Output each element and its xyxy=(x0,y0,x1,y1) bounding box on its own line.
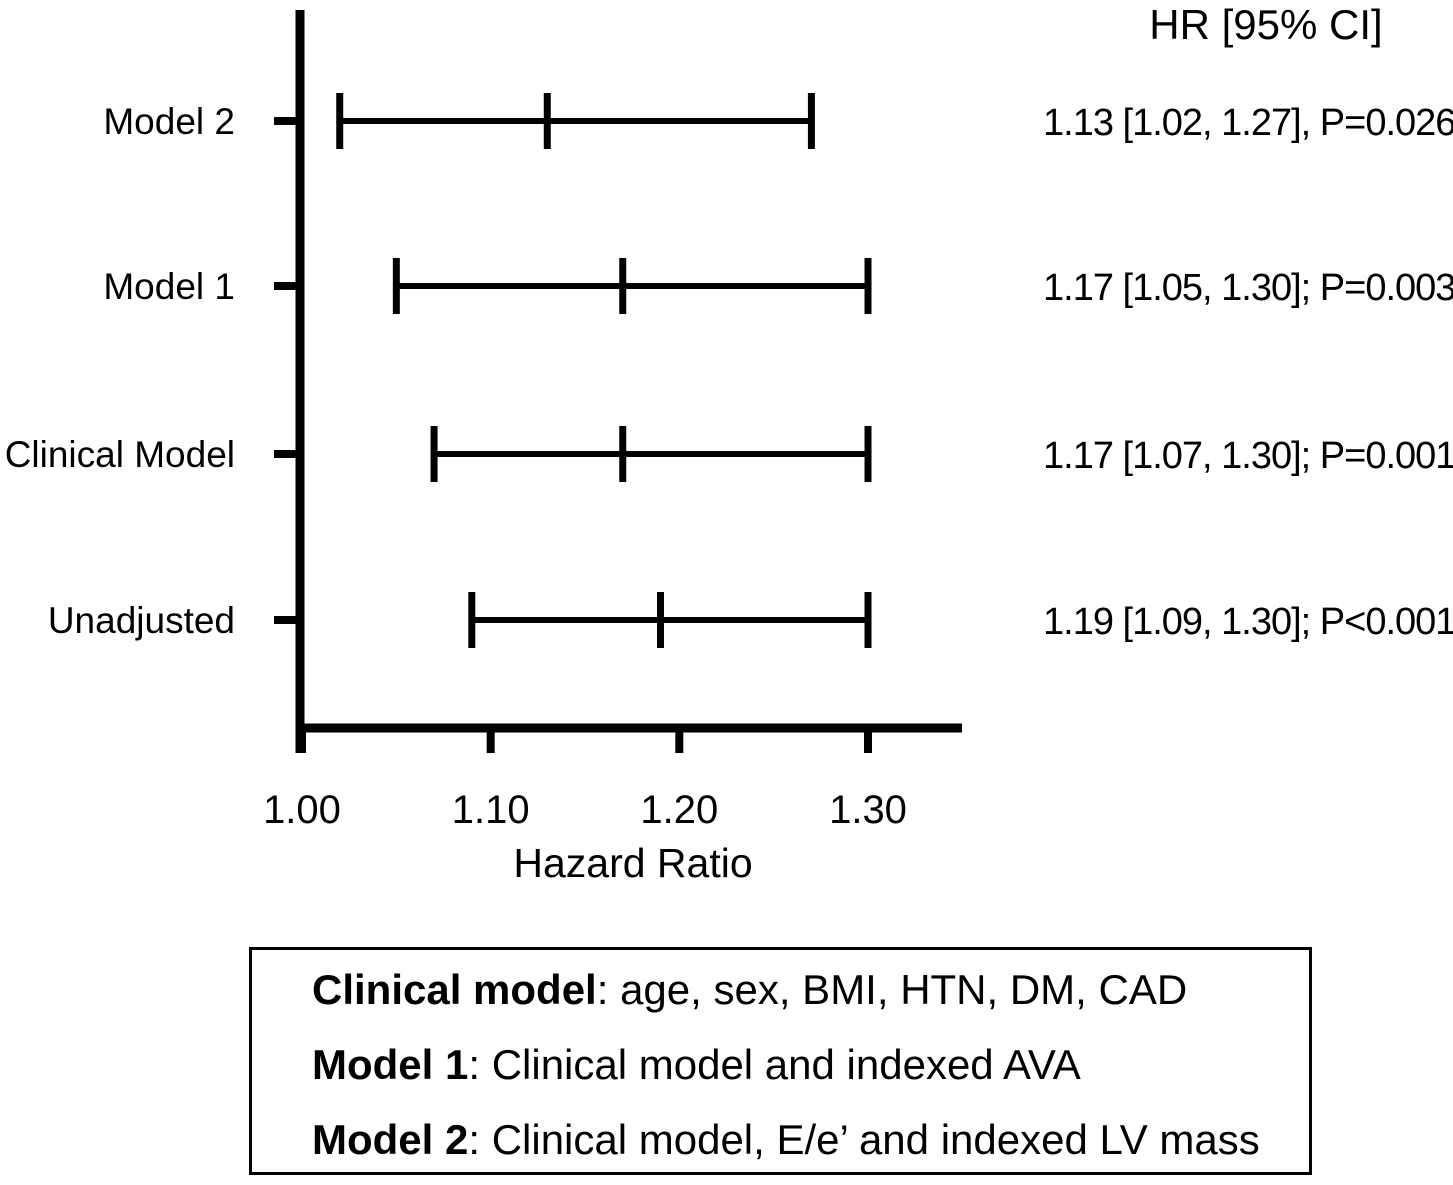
row-label: Unadjusted xyxy=(48,600,235,641)
row-label: Clinical Model xyxy=(5,434,235,475)
x-axis-tick-label: 1.20 xyxy=(640,788,718,832)
row-label: Model 1 xyxy=(103,266,235,307)
legend-definition: : Clinical model and indexed AVA xyxy=(468,1041,1081,1088)
legend-term: Clinical model xyxy=(312,966,597,1013)
legend-definition: : age, sex, BMI, HTN, DM, CAD xyxy=(596,966,1188,1013)
legend-definition: : Clinical model, E/e’ and indexed LV ma… xyxy=(468,1116,1260,1163)
row-annotation: 1.17 [1.07, 1.30]; P=0.001 xyxy=(1043,435,1453,477)
hr-ci-column-header: HR [95% CI] xyxy=(1149,1,1382,48)
model-definitions-legend: Clinical model: age, sex, BMI, HTN, DM, … xyxy=(249,947,1312,1175)
legend-line-model-1: Model 1: Clinical model and indexed AVA xyxy=(312,1027,1309,1102)
x-axis-tick-label: 1.10 xyxy=(452,788,530,832)
row-label: Model 2 xyxy=(103,101,235,142)
legend-line-model-2: Model 2: Clinical model, E/e’ and indexe… xyxy=(312,1102,1309,1177)
row-annotation: 1.17 [1.05, 1.30]; P=0.003 xyxy=(1043,267,1453,309)
legend-term: Model 2 xyxy=(312,1116,469,1163)
legend-term: Model 1 xyxy=(312,1041,469,1088)
x-axis-title: Hazard Ratio xyxy=(513,840,752,886)
row-annotation: 1.13 [1.02, 1.27], P=0.026 xyxy=(1043,102,1453,144)
row-annotation: 1.19 [1.09, 1.30]; P<0.001 xyxy=(1043,601,1453,643)
x-axis-tick-label: 1.30 xyxy=(829,788,907,832)
forest-plot: HR [95% CI] Hazard Ratio 1.00 1.10 1.20 1.3… xyxy=(5,1,1453,886)
x-axis-tick-label: 1.00 xyxy=(263,788,341,832)
legend-line-clinical-model: Clinical model: age, sex, BMI, HTN, DM, … xyxy=(312,952,1309,1027)
